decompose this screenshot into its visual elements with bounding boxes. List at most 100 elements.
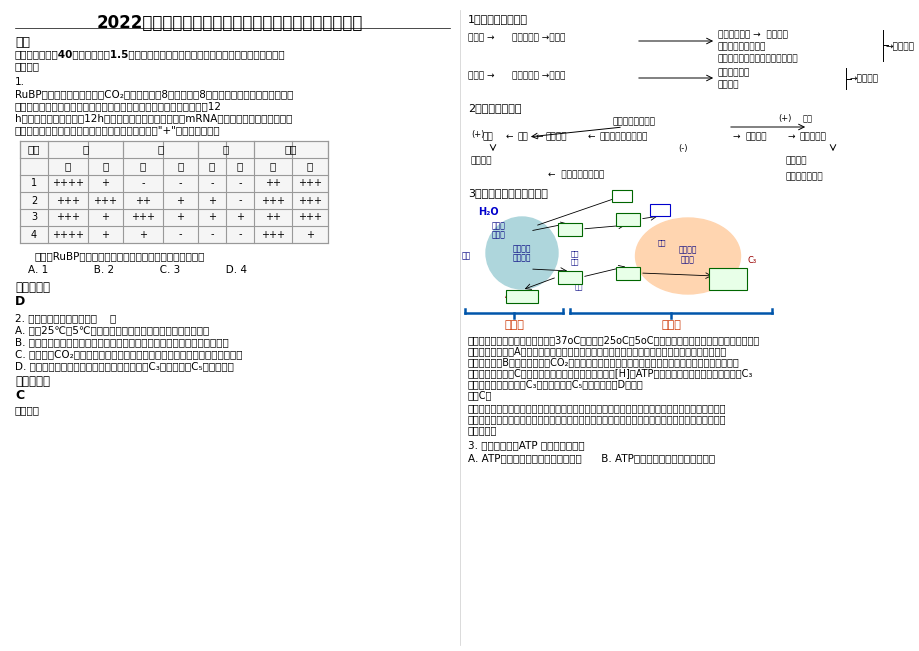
Text: →: → — [788, 132, 795, 141]
FancyBboxPatch shape — [709, 268, 746, 290]
Text: +: + — [101, 212, 109, 223]
Text: 骨骼肌、立毛肌收缩: 骨骼肌、立毛肌收缩 — [717, 42, 766, 51]
Text: →增加产热: →增加产热 — [885, 42, 914, 51]
Text: 重吸收水: 重吸收水 — [471, 156, 492, 165]
Text: →: → — [732, 132, 740, 141]
Text: -: - — [142, 178, 144, 189]
Text: 暗: 暗 — [307, 161, 312, 171]
Text: 水在光: 水在光 — [492, 221, 505, 230]
Text: 【点睛】本题主要考查体温调节、水平衡调节和光合作用的相关知识，意在考查学生能运用所学知识: 【点睛】本题主要考查体温调节、水平衡调节和光合作用的相关知识，意在考查学生能运用… — [468, 403, 726, 413]
Text: 细胞外渗透压升高: 细胞外渗透压升高 — [612, 117, 655, 126]
Text: C: C — [15, 389, 24, 402]
Text: 求的。）: 求的。） — [15, 61, 40, 71]
Text: 肾小管、集合管: 肾小管、集合管 — [785, 172, 823, 181]
Text: 2、水盐平衡调节: 2、水盐平衡调节 — [468, 103, 521, 113]
Text: +++: +++ — [130, 212, 154, 223]
Text: 光: 光 — [65, 161, 71, 171]
Circle shape — [485, 217, 558, 289]
Text: +++: +++ — [56, 195, 80, 206]
FancyBboxPatch shape — [616, 266, 640, 279]
Text: +: + — [176, 212, 185, 223]
Text: 3C₃: 3C₃ — [619, 214, 635, 223]
Text: +++: +++ — [261, 230, 285, 240]
Text: 暗反应: 暗反应 — [661, 320, 680, 330]
Text: RuBP羧化酶是植物体内催化CO₂固定的酶，由8个大亚基和8个小亚基构成。大亚基由叶绿体: RuBP羧化酶是植物体内催化CO₂固定的酶，由8个大亚基和8个小亚基构成。大亚基… — [15, 89, 293, 99]
Text: [H]: [H] — [562, 225, 576, 234]
Text: 【详解】人属于恒温动物，体温为37oC左右，从25oC到5oC的环境时，由于体内外温差增大，所以机: 【详解】人属于恒温动物，体温为37oC左右，从25oC到5oC的环境时，由于体内… — [468, 335, 759, 345]
Text: 3: 3 — [31, 212, 37, 223]
Text: 2022年山东省淄博市第四中学高三生物期末试卷含解析: 2022年山东省淄博市第四中学高三生物期末试卷含解析 — [96, 14, 363, 32]
Text: 光: 光 — [140, 161, 146, 171]
Text: +++: +++ — [298, 195, 322, 206]
FancyBboxPatch shape — [505, 290, 538, 303]
Text: 3. 以下关于酶和ATP 的叙述错误的是: 3. 以下关于酶和ATP 的叙述错误的是 — [468, 440, 584, 450]
Text: h，另一部分置于黑暗中12h，然后从这些材料中分别提取mRNA，进行分子杂交。用于杂交: h，另一部分置于黑暗中12h，然后从这些材料中分别提取mRNA，进行分子杂交。用… — [15, 113, 292, 123]
Text: A. 1              B. 2              C. 3              D. 4: A. 1 B. 2 C. 3 D. 4 — [15, 265, 246, 275]
Text: A. 人从25℃到5℃的环境时，机体散热量和皮肤血流量均减少: A. 人从25℃到5℃的环境时，机体散热量和皮肤血流量均减少 — [15, 325, 209, 335]
Text: ++: ++ — [135, 195, 151, 206]
Text: H₂O: H₂O — [478, 207, 498, 217]
Text: 供氢: 供氢 — [571, 250, 579, 256]
Text: ++: ++ — [265, 212, 280, 223]
Text: 饱和点向右移动。C正确；光照强度适当增加时，产生的[H]和ATP增多，促进三碳化合物的还原，而C₃: 饱和点向右移动。C正确；光照强度适当增加时，产生的[H]和ATP增多，促进三碳化… — [468, 368, 753, 378]
Text: (-): (-) — [677, 144, 686, 153]
FancyBboxPatch shape — [20, 141, 328, 243]
Text: 使尿量减少。B错误；环境中的CO₂浓度适当增加时，光合速率增大，所以植物光补偿点向左移动而光: 使尿量减少。B错误；环境中的CO₂浓度适当增加时，光合速率增大，所以植物光补偿点… — [468, 357, 739, 367]
Text: 垂体后叶: 垂体后叶 — [745, 132, 766, 141]
Text: 冷觉感受器 →下丘脑: 冷觉感受器 →下丘脑 — [512, 33, 565, 42]
Text: +: + — [139, 230, 147, 240]
Text: 1、体温恒定调节：: 1、体温恒定调节： — [468, 14, 528, 24]
Text: C. 环境中的CO₂浓度适当增加时，植物光补偿点向左移动而光饱和点向右移动: C. 环境中的CO₂浓度适当增加时，植物光补偿点向左移动而光饱和点向右移动 — [15, 349, 243, 359]
Text: 重吸收水: 重吸收水 — [785, 156, 807, 165]
Text: +: + — [101, 230, 109, 240]
Text: D: D — [15, 295, 25, 308]
Text: -: - — [178, 178, 182, 189]
Text: 叶: 叶 — [83, 145, 88, 154]
Text: +++: +++ — [261, 195, 285, 206]
FancyBboxPatch shape — [616, 212, 640, 225]
Text: C₃: C₃ — [747, 256, 756, 265]
Text: 皮肤血管扩张: 皮肤血管扩张 — [717, 68, 749, 77]
Text: 如果用RuBP羧化酶的小亚基基因为探针，得到的结果是：: 如果用RuBP羧化酶的小亚基基因为探针，得到的结果是： — [35, 251, 205, 261]
Text: -: - — [210, 178, 213, 189]
Text: 下丘脑渗透压感受器: 下丘脑渗透压感受器 — [599, 132, 648, 141]
FancyBboxPatch shape — [611, 190, 631, 202]
Text: ATP: ATP — [562, 273, 577, 281]
Text: 的合成基本不变，所以C₃的含量减少，C₅的含量增加。D错误。: 的合成基本不变，所以C₃的含量减少，C₅的含量增加。D错误。 — [468, 379, 643, 389]
Text: +: + — [306, 230, 313, 240]
Text: 汗腺分泌: 汗腺分泌 — [717, 80, 739, 89]
Text: →增加散热: →增加散热 — [849, 74, 878, 83]
Text: 参考答案：: 参考答案： — [15, 281, 50, 294]
Text: 叶绿素分: 叶绿素分 — [512, 245, 530, 253]
Text: ADP+Pi: ADP+Pi — [505, 292, 539, 301]
Text: +++: +++ — [298, 178, 322, 189]
Text: ←: ← — [587, 132, 595, 141]
Text: ++++: ++++ — [52, 178, 84, 189]
Text: ++++: ++++ — [52, 230, 84, 240]
Text: +++: +++ — [94, 195, 118, 206]
Text: 1.: 1. — [15, 77, 25, 87]
Text: 肾上腺、甲状腺激素多、代谢增强: 肾上腺、甲状腺激素多、代谢增强 — [717, 54, 798, 63]
Text: 根: 根 — [222, 145, 229, 154]
Text: 4: 4 — [31, 230, 37, 240]
Text: 暗: 暗 — [102, 161, 108, 171]
Text: 子和色素: 子和色素 — [512, 253, 530, 262]
Text: CO₂: CO₂ — [651, 206, 668, 214]
Text: B. 人吃的过咸时，垂体分泌的抗利尿激素增加，促进水的重吸收使尿量减少: B. 人吃的过咸时，垂体分泌的抗利尿激素增加，促进水的重吸收使尿量减少 — [15, 337, 229, 347]
Text: 一、: 一、 — [15, 36, 30, 49]
Text: 探叶: 探叶 — [28, 145, 40, 154]
Text: 暗: 暗 — [236, 161, 243, 171]
Text: 选择题（本题共40小题，每小题1.5分，在每小题给出的四个选项中，只有一项是符合题目要: 选择题（本题共40小题，每小题1.5分，在每小题给出的四个选项中，只有一项是符合… — [15, 49, 285, 59]
FancyBboxPatch shape — [558, 271, 582, 283]
Text: 的探针是四种不同基因片段（已标记）。结果如下（"+"表示杂交带）：: 的探针是四种不同基因片段（已标记）。结果如下（"+"表示杂交带）： — [15, 125, 221, 135]
Text: C₅: C₅ — [622, 268, 632, 277]
Text: 渴觉: 渴觉 — [517, 132, 528, 141]
Text: 与观点，通过比较、分析与综合等方法对某些生物学问题进行解释、推理，做出合理的判断或得出正: 与观点，通过比较、分析与综合等方法对某些生物学问题进行解释、推理，做出合理的判断… — [468, 414, 726, 424]
Text: ←  细胞外渗透压下降: ← 细胞外渗透压下降 — [548, 170, 604, 179]
Text: ←: ← — [505, 132, 513, 141]
Text: -: - — [238, 230, 242, 240]
FancyBboxPatch shape — [650, 204, 669, 216]
FancyBboxPatch shape — [558, 223, 582, 236]
Text: ++: ++ — [265, 178, 280, 189]
Text: 【分析】: 【分析】 — [15, 405, 40, 415]
